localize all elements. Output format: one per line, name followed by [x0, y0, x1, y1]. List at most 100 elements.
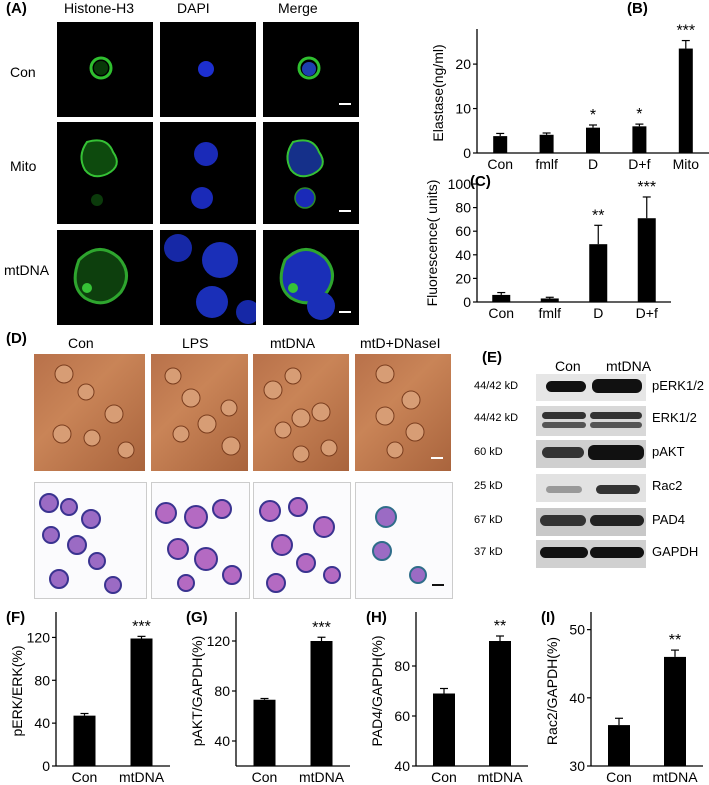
kd-label: 25 kD — [474, 480, 503, 492]
panel-label: (G) — [186, 609, 208, 626]
y-tick-label: 60 — [455, 223, 471, 239]
y-tick-label: 0 — [463, 294, 471, 310]
y-tick-label: 120 — [27, 629, 51, 645]
x-tick-label: Con — [488, 305, 514, 321]
x-tick-label: mtDNA — [477, 769, 523, 785]
y-tick-label: 40 — [455, 247, 471, 263]
x-tick-label: Con — [487, 156, 513, 170]
significance-mark: * — [590, 107, 596, 124]
significance-mark: ** — [592, 207, 604, 224]
bar — [492, 294, 511, 302]
row-mtdna: mtDNA — [4, 262, 50, 278]
protein-label: ERK1/2 — [652, 410, 697, 425]
bar — [310, 641, 333, 766]
kd-label: 37 kD — [474, 546, 503, 558]
x-tick-label: Con — [431, 769, 457, 785]
x-tick-label: D+f — [628, 156, 650, 170]
chart-h: 40 60 80 Con ** mtDNA PAD4/GAPDH(%) (H) — [366, 609, 528, 785]
bar — [632, 126, 647, 153]
protein-label: Rac2 — [652, 478, 683, 493]
micrograph-histone-mito — [57, 122, 153, 224]
col-dapi: DAPI — [177, 0, 210, 16]
stain-image-mtdna — [253, 482, 351, 599]
panel-label: (H) — [366, 609, 387, 626]
significance-mark: *** — [132, 618, 151, 635]
y-tick-label: 40 — [394, 758, 410, 774]
y-axis-label: pERK/ERK(%) — [9, 645, 25, 736]
y-axis-label: PAD4/GAPDH(%) — [369, 636, 385, 747]
bar — [664, 656, 686, 766]
e-lane-mtdna: mtDNA — [606, 358, 652, 374]
x-tick-label: D — [588, 156, 598, 170]
micrograph-dapi-mito — [160, 122, 256, 224]
protein-label: GAPDH — [652, 544, 699, 559]
y-axis-label: Rac2/GAPDH(%) — [544, 637, 560, 745]
protein-label: pERK1/2 — [652, 378, 705, 393]
y-tick-label: 80 — [214, 683, 230, 699]
kd-label: 67 kD — [474, 514, 503, 526]
micrograph-dapi-con — [160, 22, 256, 117]
panel-e-label: (E) — [482, 349, 502, 366]
stain-image-lps — [151, 482, 250, 599]
bar — [540, 298, 559, 302]
bar — [539, 134, 554, 153]
y-tick-label: 0 — [463, 145, 471, 161]
y-axis-label: Fluorescence( units) — [425, 180, 440, 307]
y-tick-label: 20 — [455, 270, 471, 286]
col-merge: Merge — [278, 0, 318, 16]
y-tick-label: 20 — [455, 56, 471, 72]
kd-label: 44/42 kD — [474, 380, 519, 392]
bar — [489, 641, 511, 766]
y-tick-label: 80 — [394, 658, 410, 674]
col-histone: Histone-H3 — [64, 0, 135, 16]
chart-b: 0 10 20 Con fmlf * D * D+f *** Mito Elastase(ng/ml) — [430, 23, 709, 170]
x-tick-label: fmlf — [538, 305, 561, 321]
micrograph-histone-mtdna — [57, 230, 153, 325]
dic-image-lps — [151, 354, 248, 471]
y-tick-label: 80 — [34, 672, 50, 688]
x-tick-label: Con — [72, 769, 98, 785]
kd-label: 44/42 kD — [474, 412, 519, 424]
y-tick-label: 50 — [569, 622, 585, 638]
x-tick-label: D — [593, 305, 603, 321]
bar — [637, 218, 656, 302]
d-col-mtd-dnase: mtD+DNaseI — [360, 335, 441, 351]
x-tick-label: mtDNA — [299, 769, 345, 785]
chart-c: 0 20 40 60 80 100 Con fmlf ** D *** D+f Fluorescence… — [425, 176, 671, 321]
panel-c-label: (C) — [470, 173, 491, 190]
dic-image-mtd-dnase — [355, 354, 451, 471]
x-tick-label: fmlf — [535, 156, 558, 170]
y-tick-label: 10 — [455, 101, 471, 117]
y-tick-label: 40 — [214, 733, 230, 749]
x-tick-label: mtDNA — [119, 769, 165, 785]
bar — [493, 136, 508, 153]
stain-image-con — [34, 482, 147, 599]
bar — [130, 638, 153, 766]
panel-label: (I) — [541, 609, 555, 626]
bar — [589, 244, 608, 302]
d-col-mtdna: mtDNA — [270, 335, 316, 351]
y-axis-label: Elastase(ng/ml) — [430, 44, 446, 141]
row-con: Con — [10, 64, 36, 80]
significance-mark: * — [636, 106, 642, 123]
y-tick-label: 40 — [569, 690, 585, 706]
micrograph-merge-con — [263, 22, 359, 117]
significance-mark: ** — [669, 632, 681, 649]
kd-label: 60 kD — [474, 446, 503, 458]
bar — [253, 699, 276, 766]
micrograph-merge-mtdna — [263, 230, 359, 325]
e-lane-con: Con — [555, 358, 581, 374]
dic-image-mtdna — [253, 354, 349, 471]
x-tick-label: Mito — [673, 156, 700, 170]
dic-image-con — [34, 354, 145, 471]
d-col-con: Con — [68, 335, 94, 351]
chart-g: 40 80 120 Con *** mtDNA pAKT/GAPDH(%) (G) — [186, 609, 350, 785]
chart-i: 30 40 50 Con ** mtDNA Rac2/GAPDH(%) (I) — [541, 609, 703, 785]
bar — [433, 693, 455, 766]
row-mito: Mito — [10, 158, 37, 174]
significance-mark: ** — [494, 618, 506, 635]
y-tick-label: 30 — [569, 758, 585, 774]
significance-mark: *** — [676, 23, 695, 40]
y-axis-label: pAKT/GAPDH(%) — [189, 636, 205, 746]
micrograph-histone-con — [57, 22, 153, 117]
